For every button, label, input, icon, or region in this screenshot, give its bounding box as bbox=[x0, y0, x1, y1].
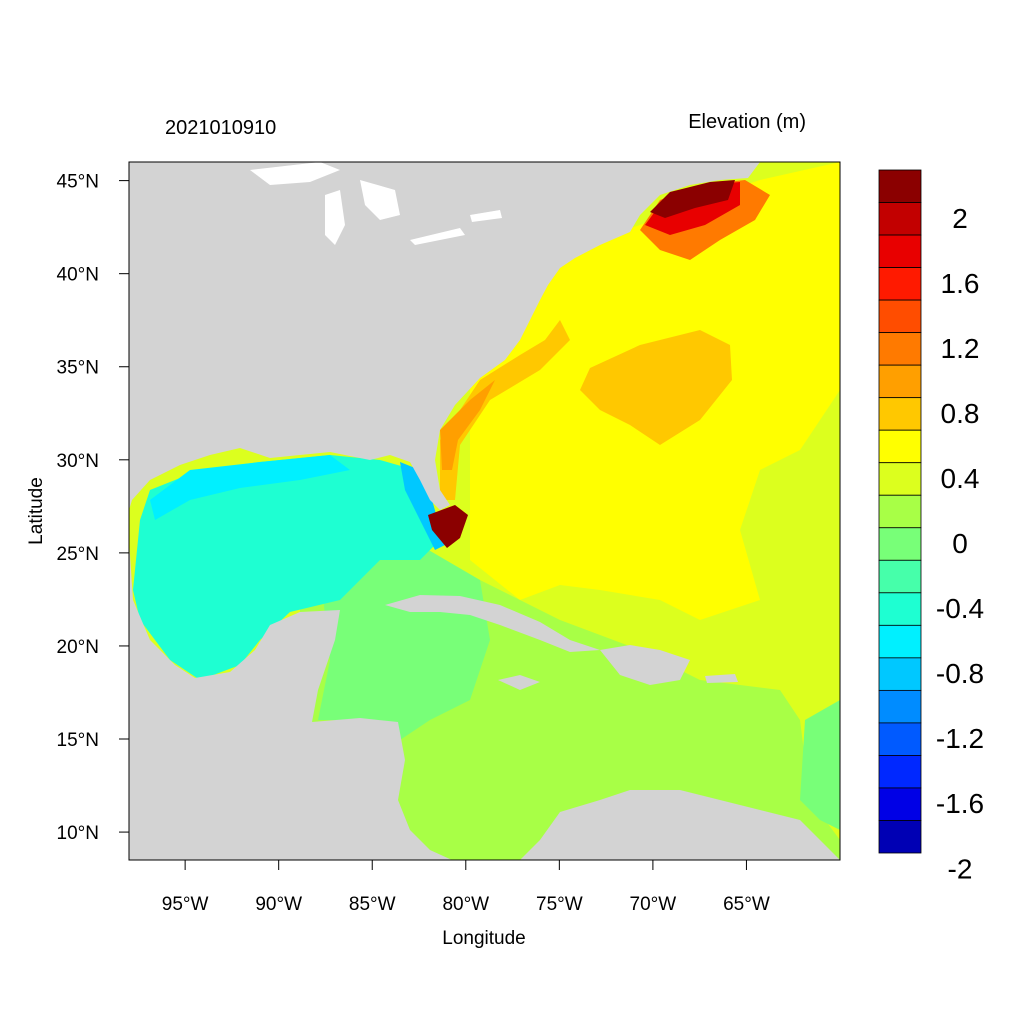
colorbar-swatch bbox=[878, 397, 922, 431]
colorbar-label: -2 bbox=[948, 853, 973, 884]
colorbar-label: 2 bbox=[952, 203, 968, 234]
lake-erie bbox=[410, 228, 465, 245]
colorbar-label: -1.2 bbox=[936, 723, 984, 754]
colorbar-label: -0.4 bbox=[936, 593, 984, 624]
colorbar-swatch bbox=[878, 494, 922, 529]
x-axis-ticks: 95°W 90°W 85°W 80°W 75°W 70°W 65°W bbox=[162, 860, 770, 915]
colorbar-label: 0.4 bbox=[941, 463, 980, 494]
colorbar-swatch bbox=[878, 332, 922, 366]
colorbar-swatch bbox=[878, 429, 922, 464]
y-tick-label: 15°N bbox=[57, 730, 99, 751]
eastern-caribbean-green-zone bbox=[800, 700, 840, 830]
colorbar: 2 1.6 1.2 0.8 0.4 0 -0.4 -0.8 -1.2 -1.6 -2 bbox=[878, 169, 984, 884]
colorbar-label: 0.8 bbox=[941, 398, 980, 429]
central-america-land bbox=[129, 540, 452, 860]
y-tick-label: 40°N bbox=[57, 265, 99, 286]
colorbar-label: 1.6 bbox=[941, 268, 980, 299]
cuba-land bbox=[385, 595, 600, 652]
x-tick-label: 75°W bbox=[536, 894, 583, 915]
x-tick-label: 70°W bbox=[630, 894, 677, 915]
map-panel bbox=[129, 162, 840, 860]
y-tick-label: 30°N bbox=[57, 451, 99, 472]
colorbar-swatch bbox=[878, 559, 922, 594]
south-america-land bbox=[520, 790, 840, 860]
gulf-of-maine-peak-zone bbox=[650, 180, 735, 218]
colorbar-swatch bbox=[878, 462, 922, 496]
y-tick-label: 25°N bbox=[57, 544, 99, 565]
colorbar-label: -1.6 bbox=[936, 788, 984, 819]
x-tick-label: 65°W bbox=[723, 894, 770, 915]
colorbar-swatch bbox=[878, 234, 922, 268]
colorbar-swatch bbox=[878, 689, 922, 724]
x-tick-label: 80°W bbox=[442, 894, 489, 915]
colorbar-label: -0.8 bbox=[936, 658, 984, 689]
colorbar-swatch bbox=[878, 169, 922, 203]
lake-ontario bbox=[470, 210, 502, 222]
north-america-land bbox=[129, 162, 760, 510]
x-axis-label: Longitude bbox=[442, 928, 525, 949]
colorbar-swatch bbox=[878, 755, 922, 789]
colorbar-swatch bbox=[878, 820, 922, 854]
colorbar-label: 0 bbox=[952, 528, 968, 559]
colorbar-swatch bbox=[878, 267, 922, 301]
lake-huron bbox=[360, 180, 400, 220]
lake-michigan bbox=[325, 190, 345, 245]
gulf-of-mexico-zone bbox=[133, 455, 440, 680]
x-tick-label: 85°W bbox=[349, 894, 396, 915]
colorbar-swatch bbox=[878, 657, 922, 691]
colorbar-swatch bbox=[878, 527, 922, 561]
colorbar-swatch bbox=[878, 364, 922, 399]
y-tick-label: 20°N bbox=[57, 637, 99, 658]
jamaica-land bbox=[498, 675, 540, 690]
y-axis-ticks: 45°N 40°N 35°N 30°N 25°N 20°N 15°N 10°N bbox=[57, 172, 129, 844]
hispaniola-land bbox=[600, 645, 690, 685]
atlantic-eddy-zone bbox=[580, 330, 732, 445]
colorbar-label: 1.2 bbox=[941, 333, 980, 364]
colorbar-swatch bbox=[878, 299, 922, 334]
coastal-deep-orange-band bbox=[440, 380, 495, 470]
y-tick-label: 45°N bbox=[57, 172, 99, 193]
colorbar-swatch bbox=[878, 787, 922, 821]
colorbar-swatch bbox=[878, 722, 922, 756]
colorbar-swatch bbox=[878, 592, 922, 626]
map-date-title: 2021010910 bbox=[165, 117, 276, 139]
y-tick-label: 10°N bbox=[57, 823, 99, 844]
map-frame bbox=[128, 161, 841, 861]
x-tick-label: 95°W bbox=[162, 894, 209, 915]
map-variable-title: Elevation (m) bbox=[688, 111, 806, 133]
x-tick-label: 90°W bbox=[255, 894, 302, 915]
colorbar-swatch bbox=[878, 202, 922, 236]
gulf-coastal-blue-zone bbox=[150, 455, 350, 520]
western-caribbean-green-zone bbox=[318, 530, 490, 740]
south-florida-peak-zone bbox=[428, 505, 468, 548]
y-axis-label: Latitude bbox=[26, 477, 47, 545]
y-tick-label: 35°N bbox=[57, 358, 99, 379]
coastal-orange-band bbox=[440, 320, 570, 500]
lake-superior bbox=[250, 162, 340, 185]
colorbar-swatch bbox=[878, 624, 922, 659]
puerto-rico-land bbox=[705, 674, 738, 683]
